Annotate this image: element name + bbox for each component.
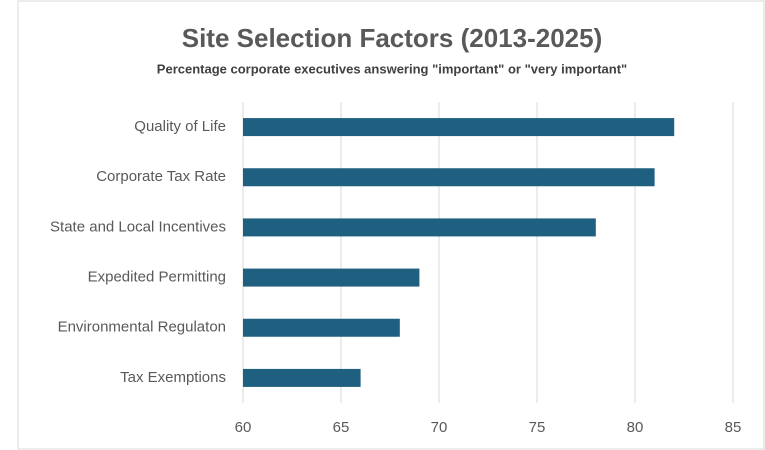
x-tick-label: 85	[725, 419, 742, 436]
y-tick-label: Tax Exemptions	[120, 369, 226, 386]
y-tick-label: Quality of Life	[134, 118, 226, 135]
y-tick-label: Expedited Permitting	[88, 269, 226, 286]
x-tick-label: 70	[431, 419, 448, 436]
x-tick-label: 80	[627, 419, 644, 436]
bar	[243, 318, 400, 337]
y-tick-label: Environmental Regulaton	[58, 319, 226, 336]
bar	[243, 168, 655, 187]
chart-title: Site Selection Factors (2013-2025)	[182, 23, 603, 53]
x-tick-label: 75	[529, 419, 546, 436]
bar	[243, 118, 675, 137]
bar	[243, 218, 596, 237]
y-tick-label: Corporate Tax Rate	[96, 168, 226, 185]
chart-subtitle: Percentage corporate executives answerin…	[157, 61, 627, 76]
x-tick-label: 65	[333, 419, 350, 436]
bar	[243, 368, 361, 387]
x-tick-label: 60	[235, 419, 252, 436]
bar	[243, 268, 420, 287]
y-tick-label: State and Local Incentives	[50, 218, 226, 235]
